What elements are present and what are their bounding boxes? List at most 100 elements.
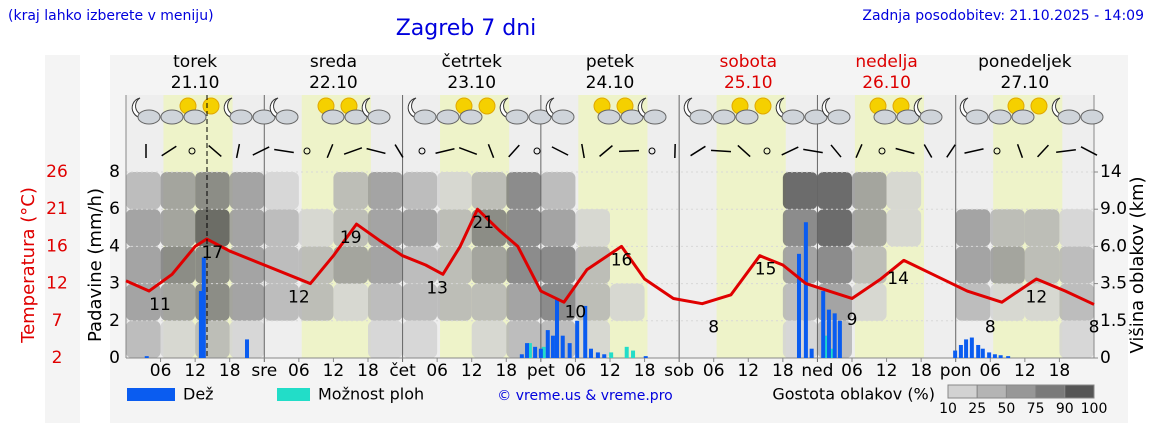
cloud-icon — [1011, 109, 1035, 125]
precip-bar — [624, 346, 629, 358]
wind-barb — [946, 144, 956, 158]
updated: Zadnja posodobitev: 21.10.2025 - 14:09 — [862, 8, 1144, 24]
temperature-extreme: 10 — [565, 302, 587, 322]
x-tick-label: 18 — [910, 361, 932, 381]
precip-bar — [198, 291, 203, 358]
sun-icon — [754, 97, 772, 115]
cloud-cell — [852, 246, 887, 284]
y2-tick-label: 0 — [1100, 348, 1111, 368]
precip-bar — [525, 343, 530, 358]
x-tick-label: 06 — [426, 361, 448, 381]
wind-barb — [1037, 144, 1049, 158]
x-tick-label: 18 — [495, 361, 517, 381]
temperature-extreme: 8 — [708, 317, 719, 337]
wind-barb — [343, 147, 363, 155]
cloud-cell — [610, 283, 645, 321]
cloud-icon — [459, 109, 483, 125]
precip-bar — [803, 222, 808, 358]
precip-bar — [826, 309, 831, 358]
precip-bar — [554, 298, 559, 358]
cloud-icon — [436, 109, 460, 125]
x-tick-label: ned — [801, 361, 833, 381]
precip-bar — [533, 346, 538, 358]
cloud-legend-title: Gostota oblakov (%) — [772, 385, 935, 404]
precip-bar — [969, 337, 974, 358]
temperature-extreme: 19 — [340, 228, 362, 248]
x-tick-label: 12 — [461, 361, 483, 381]
x-tick-label: 06 — [841, 361, 863, 381]
density-swatch — [976, 384, 1007, 399]
cloud-cell — [368, 320, 403, 358]
cloud-axis-label: Višina oblakov (km) — [1127, 176, 1148, 353]
cloud-cell — [402, 283, 438, 321]
cloud-cell — [126, 172, 161, 210]
y2-tick-label: 14 — [1100, 162, 1122, 182]
x-tick-label: 06 — [703, 361, 725, 381]
precip-bar — [832, 313, 837, 358]
cloud-icon — [712, 109, 736, 125]
precip-bar — [1006, 356, 1011, 358]
cloud-cell — [368, 246, 403, 284]
precip-bar — [809, 348, 814, 358]
cloud-cell — [506, 320, 541, 358]
cloud-cell — [471, 209, 507, 247]
cloud-icon — [160, 109, 184, 125]
cloud-cell — [195, 172, 230, 210]
precip-bar — [958, 344, 963, 358]
precip-bar — [588, 348, 593, 358]
precip-bar — [609, 352, 614, 358]
cloud-cell — [990, 246, 1025, 284]
calm-icon — [763, 147, 771, 155]
wind-barb — [710, 149, 732, 153]
cloud-cell — [160, 320, 196, 358]
wind-barb — [487, 143, 495, 159]
cloud-icon — [137, 109, 161, 125]
x-tick-label: pet — [527, 361, 555, 381]
cloud-cell — [402, 172, 438, 210]
legend-label: Možnost ploh — [318, 385, 424, 404]
cloud-cell — [1059, 246, 1094, 284]
cloud-cell — [160, 283, 196, 321]
temperature-extreme: 11 — [149, 295, 171, 315]
temperature-extreme: 12 — [288, 288, 310, 308]
cloud-cell — [955, 209, 991, 247]
temperature-extreme: 15 — [755, 260, 777, 280]
y-tick-label: 6 — [109, 199, 120, 219]
wind-barb — [208, 144, 222, 158]
x-tick-label: sob — [664, 361, 694, 381]
y-tick-label: 2 — [109, 311, 120, 331]
cloud-cell — [540, 209, 576, 247]
cloud-cell — [506, 209, 541, 247]
day-name: sobota — [720, 52, 778, 72]
precip-bar — [821, 291, 826, 358]
day-name: četrtek — [441, 52, 502, 72]
cloud-icon — [551, 109, 575, 125]
cloud-icon — [413, 109, 437, 125]
cloud-cell — [506, 172, 541, 210]
density-swatch — [1005, 384, 1037, 399]
calm-icon — [648, 147, 656, 155]
cloud-cell — [1059, 320, 1094, 358]
precip-bar — [980, 348, 985, 358]
cloud-icon — [1080, 109, 1104, 125]
x-tick-label: 12 — [323, 361, 345, 381]
cloud-cell — [160, 209, 196, 247]
temperature-tick-label: 12 — [46, 274, 68, 294]
cloud-cell — [333, 246, 368, 284]
precip-bar — [998, 355, 1003, 358]
cloud-cell — [229, 172, 265, 210]
cloud-cell — [1024, 283, 1060, 321]
y-axis-label: Padavine (mm/h) — [85, 188, 106, 342]
cloud-icon — [367, 109, 391, 125]
density-tick-label: 50 — [997, 401, 1015, 417]
calm-icon — [878, 147, 886, 155]
precip-bar — [829, 348, 834, 358]
temperature-tick-label: 26 — [46, 162, 68, 182]
day-date: 22.10 — [309, 73, 358, 93]
precip-bar — [964, 339, 969, 358]
cloud-cell — [471, 246, 507, 284]
cloud-cell — [402, 320, 438, 358]
cloud-cell — [333, 172, 368, 210]
x-tick-label: 06 — [979, 361, 1001, 381]
cloud-cell — [195, 209, 230, 247]
